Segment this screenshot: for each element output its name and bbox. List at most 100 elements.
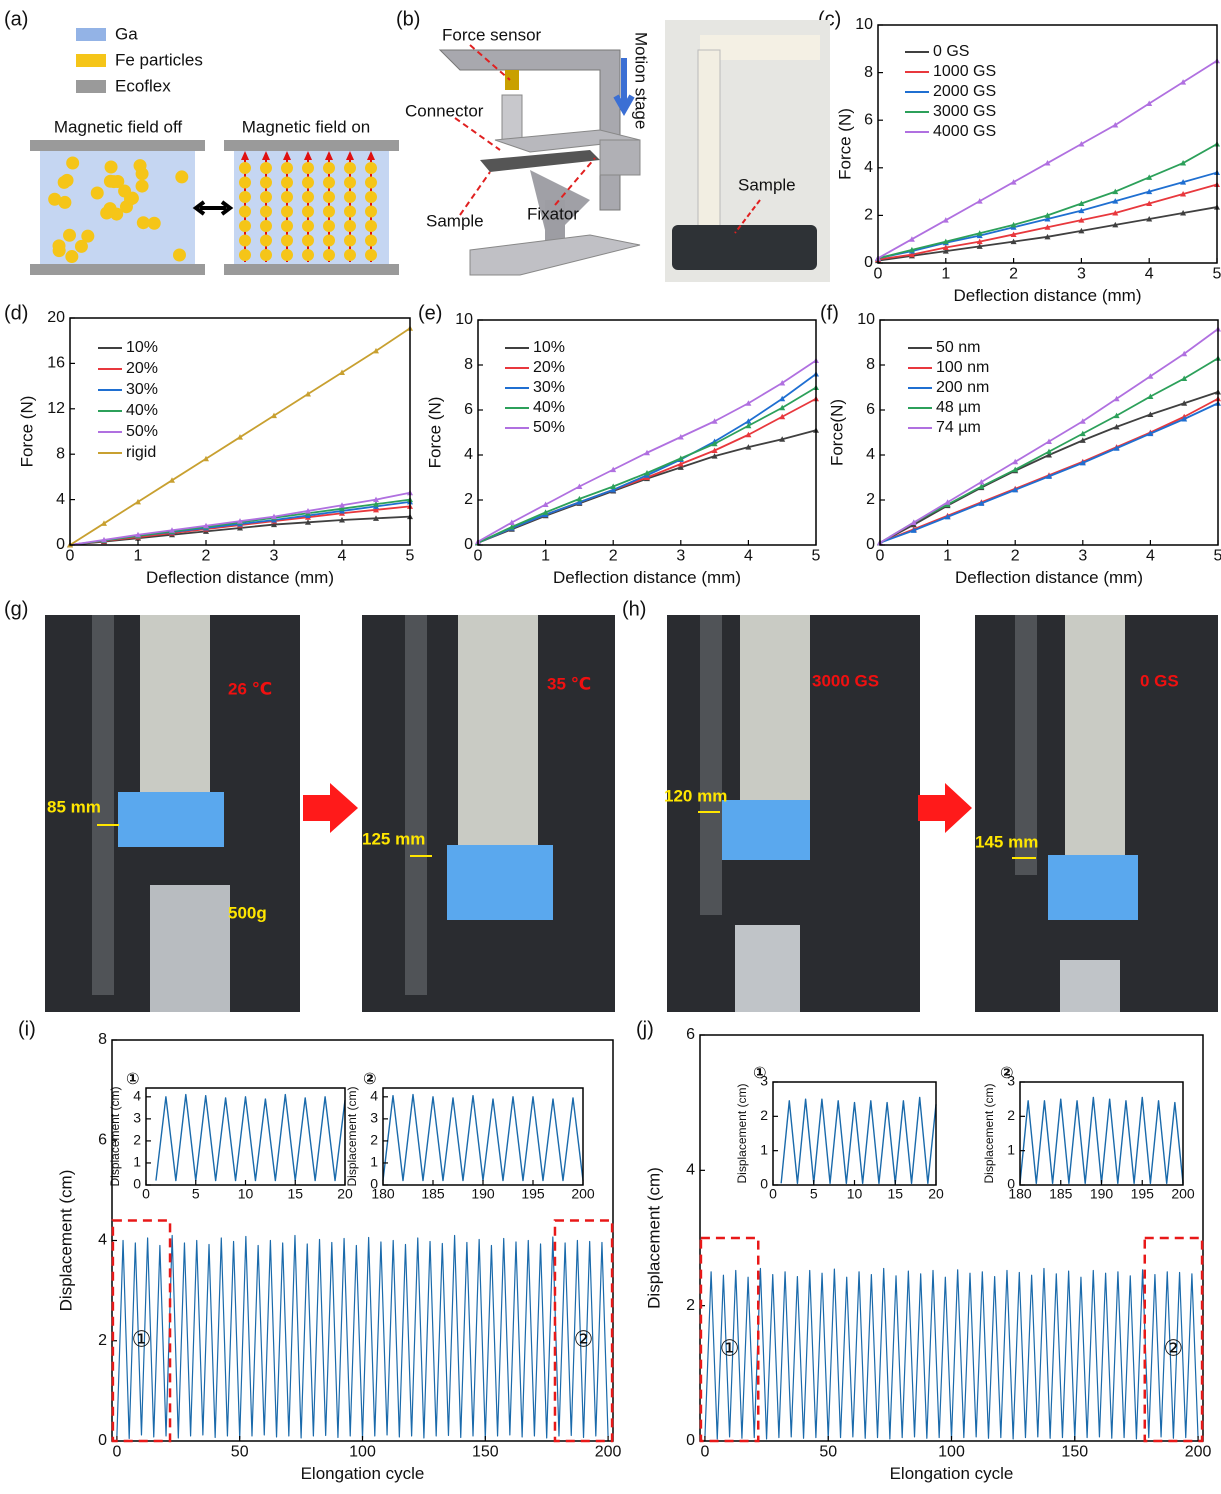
data-point xyxy=(1046,448,1052,455)
y-tick-label: 4 xyxy=(866,446,875,463)
y-axis-label: Displacement (cm) xyxy=(735,1083,749,1183)
particle xyxy=(344,176,356,189)
x-tick-label: 4 xyxy=(338,547,347,564)
data-point xyxy=(1078,141,1085,147)
series-line xyxy=(155,1093,346,1182)
particle xyxy=(239,249,251,261)
force-sensor xyxy=(505,70,519,90)
data-point xyxy=(1180,79,1187,85)
particle xyxy=(302,220,314,232)
data-point xyxy=(644,449,650,456)
ruler xyxy=(92,615,114,995)
particle xyxy=(52,244,66,258)
plot-background xyxy=(383,1088,583,1185)
arrow xyxy=(303,783,358,833)
particle-chains xyxy=(239,151,377,262)
data-point xyxy=(271,513,277,520)
data-point xyxy=(1146,188,1153,195)
x-tick-label: 2 xyxy=(609,547,618,564)
particle xyxy=(125,191,139,205)
data-point xyxy=(1112,198,1119,204)
clamp xyxy=(447,845,553,920)
particle xyxy=(302,234,314,247)
particle xyxy=(135,179,149,193)
box-annotation: ② xyxy=(574,1327,594,1352)
y-tick-label: 2 xyxy=(760,1107,768,1123)
particle xyxy=(175,170,189,184)
data-point xyxy=(1079,418,1086,424)
legend-label: 20% xyxy=(126,360,158,377)
data-point xyxy=(1078,217,1085,223)
x-axis-label: Elongation cycle xyxy=(890,1464,1014,1483)
y-tick-label: 4 xyxy=(686,1162,695,1179)
data-point xyxy=(942,244,949,251)
data-point xyxy=(373,515,379,521)
data-point xyxy=(373,496,379,503)
data-point xyxy=(976,198,983,204)
data-point xyxy=(169,527,175,533)
particle xyxy=(323,162,335,174)
data-point xyxy=(910,527,917,533)
data-point xyxy=(976,238,983,245)
particle xyxy=(107,175,121,189)
particle xyxy=(281,162,293,174)
x-tick-label: 1 xyxy=(943,547,952,564)
ruler xyxy=(1015,615,1037,875)
legend-swatch xyxy=(76,54,106,67)
data-point xyxy=(508,519,515,525)
y-tick-label: 10 xyxy=(855,16,873,33)
particle xyxy=(239,234,251,247)
data-point xyxy=(908,251,915,258)
x-tick-label: 190 xyxy=(1090,1186,1114,1202)
box-annotation: ① xyxy=(720,1335,740,1360)
particle xyxy=(281,176,293,189)
data-point xyxy=(779,413,786,420)
data-point xyxy=(1180,190,1187,197)
plate xyxy=(224,140,399,151)
inset-label: ① xyxy=(126,1071,140,1088)
y-axis-label: Force (N) xyxy=(17,396,36,468)
y-tick-label: 2 xyxy=(98,1332,107,1349)
plot-frame xyxy=(477,319,817,546)
clamp xyxy=(1048,855,1138,920)
ruler xyxy=(700,615,722,915)
data-point xyxy=(944,513,951,520)
data-point xyxy=(203,522,209,529)
highlight-box xyxy=(1143,1236,1204,1443)
particle xyxy=(323,234,335,247)
data-point xyxy=(203,455,209,462)
data-point xyxy=(1112,121,1119,128)
switch-arrow xyxy=(192,200,234,216)
y-tick-label: 0 xyxy=(56,536,65,553)
legend-swatch xyxy=(76,28,106,41)
y-tick-label: 0 xyxy=(133,1176,141,1192)
plot-background xyxy=(146,1088,345,1185)
series-line xyxy=(116,1234,609,1440)
y-tick-label: 0 xyxy=(760,1176,768,1192)
data-point xyxy=(978,483,985,489)
arrow xyxy=(918,783,972,833)
field-arrowhead xyxy=(283,151,291,160)
y-axis-label: Force (N) xyxy=(425,397,444,469)
data-point xyxy=(745,400,752,406)
legend-swatch xyxy=(76,80,106,93)
schematic-b: Force sensor Connector Motion stage Samp… xyxy=(405,20,830,282)
data-point xyxy=(1046,452,1052,458)
data-point xyxy=(1146,215,1153,222)
frame xyxy=(438,49,621,211)
data-point xyxy=(711,440,718,447)
strip xyxy=(1065,615,1125,865)
x-tick-label: 0 xyxy=(474,547,483,564)
y-tick-label: 3 xyxy=(370,1110,378,1126)
particle xyxy=(239,205,251,218)
y-axis-label: Displacement (cm) xyxy=(982,1083,996,1183)
data-point xyxy=(373,501,379,507)
x-tick-label: 10 xyxy=(238,1186,254,1202)
particle xyxy=(323,191,335,203)
panel-label: (h) xyxy=(622,598,646,620)
particle xyxy=(344,191,356,203)
particle xyxy=(365,205,377,218)
inset-label: ② xyxy=(1000,1065,1014,1082)
particle xyxy=(344,220,356,232)
particle xyxy=(302,176,314,189)
